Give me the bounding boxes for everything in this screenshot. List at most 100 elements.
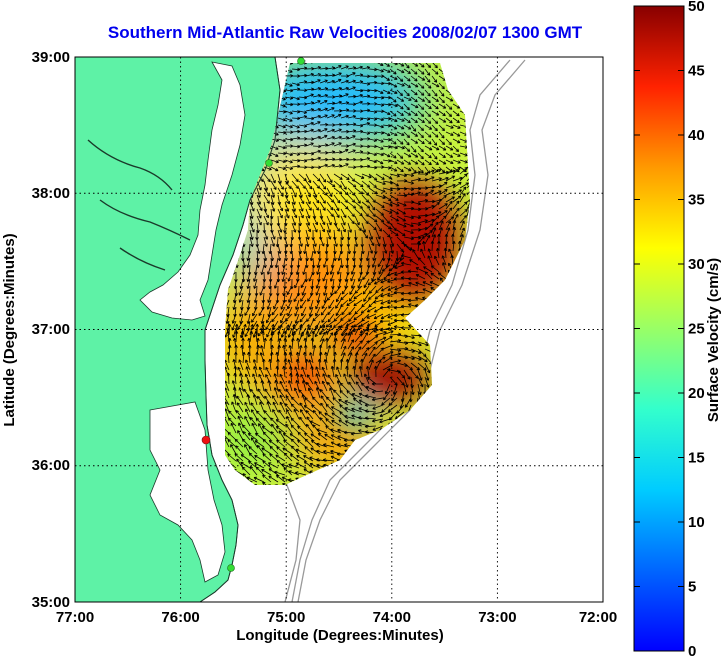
velocity-arrow	[394, 285, 405, 291]
velocity-arrow	[282, 447, 293, 455]
velocity-arrow	[247, 432, 258, 441]
velocity-arrow	[329, 271, 335, 282]
velocity-arrow	[263, 417, 272, 427]
velocity-arrow	[382, 229, 391, 238]
velocity-arrow	[333, 164, 343, 168]
velocity-arrow	[239, 306, 244, 317]
velocity-arrow	[330, 434, 342, 441]
velocity-arrow	[277, 117, 286, 122]
velocity-arrow	[322, 373, 328, 385]
velocity-arrow	[431, 96, 439, 102]
velocity-arrow	[380, 313, 391, 320]
velocity-arrow	[260, 379, 265, 392]
velocity-arrow	[396, 131, 405, 136]
velocity-arrow	[277, 222, 283, 233]
velocity-arrow	[438, 110, 446, 117]
velocity-arrow	[400, 304, 412, 309]
velocity-arrow	[278, 430, 286, 441]
velocity-arrow	[424, 218, 435, 224]
velocity-arrow	[340, 325, 349, 336]
velocity-arrow	[312, 409, 321, 420]
velocity-arrow	[438, 152, 446, 158]
velocity-arrow	[242, 431, 251, 441]
velocity-arrow	[294, 278, 300, 289]
velocity-arrow	[333, 236, 338, 247]
velocity-arrow	[382, 63, 391, 67]
velocity-arrow	[311, 404, 321, 413]
velocity-arrow	[238, 292, 244, 303]
velocity-arrow	[304, 446, 314, 455]
velocity-arrow	[354, 65, 363, 70]
grid-lines	[75, 57, 603, 602]
velocity-arrow	[245, 366, 251, 378]
velocity-arrow	[410, 68, 418, 75]
velocity-arrow	[335, 292, 342, 303]
velocity-arrow	[396, 208, 406, 215]
velocity-arrow	[438, 103, 447, 109]
velocity-arrow	[389, 180, 400, 187]
velocity-arrow	[276, 439, 286, 448]
velocity-arrow	[294, 313, 300, 324]
velocity-arrow	[333, 135, 342, 140]
velocity-arrow	[305, 63, 315, 64]
velocity-arrow	[305, 93, 314, 98]
velocity-arrow	[431, 159, 439, 165]
velocity-arrow	[403, 369, 411, 380]
velocity-arrow	[344, 400, 356, 406]
velocity-arrow	[403, 159, 412, 165]
velocity-arrow	[352, 365, 356, 378]
velocity-arrow	[445, 131, 454, 136]
velocity-arrow	[340, 136, 350, 140]
x-axis: 77:00 76:00 75:00 74:00 73:00 72:00 Long…	[56, 609, 617, 644]
station-marker-red	[201, 435, 211, 445]
velocity-arrow	[389, 138, 397, 145]
velocity-arrow	[375, 117, 385, 122]
velocity-arrow	[312, 344, 317, 357]
velocity-arrow	[326, 292, 335, 301]
velocity-arrow	[323, 358, 328, 371]
velocity-arrow	[305, 236, 310, 248]
velocity-arrow	[355, 374, 363, 385]
velocity-arrow	[438, 220, 444, 231]
velocity-arrow	[340, 65, 349, 70]
velocity-arrow	[431, 215, 440, 224]
velocity-arrow	[368, 215, 378, 223]
velocity-arrow	[424, 68, 431, 76]
velocity-arrow	[361, 194, 370, 203]
velocity-arrow	[312, 66, 322, 70]
velocity-arrow	[305, 173, 312, 184]
velocity-arrow	[466, 180, 470, 189]
velocity-arrow	[353, 292, 363, 300]
velocity-arrow	[310, 433, 321, 441]
velocity-arrow	[366, 306, 377, 313]
velocity-arrow	[427, 248, 433, 259]
velocity-arrow	[410, 348, 422, 354]
velocity-arrow	[403, 152, 412, 158]
velocity-arrow	[445, 196, 455, 203]
velocity-arrow	[347, 79, 356, 84]
velocity-arrow	[312, 93, 322, 98]
velocity-arrow	[363, 278, 370, 289]
velocity-arrow	[340, 180, 347, 190]
velocity-arrow	[445, 220, 451, 231]
velocity-arrow	[417, 145, 424, 153]
velocity-arrow	[326, 79, 336, 84]
velocity-arrow	[279, 373, 286, 385]
velocity-arrow	[338, 419, 349, 427]
velocity-arrow	[277, 201, 284, 212]
velocity-arrow	[354, 306, 363, 315]
velocity-arrow	[385, 257, 391, 268]
velocity-arrow	[307, 327, 314, 338]
velocity-arrow	[326, 208, 334, 217]
velocity-arrow	[304, 438, 314, 448]
velocity-arrow	[261, 358, 266, 371]
velocity-arrow	[354, 123, 364, 128]
velocity-arrow	[291, 82, 300, 87]
velocity-arrow	[410, 191, 421, 196]
velocity-arrow	[354, 180, 364, 188]
velocity-arrow	[341, 306, 349, 316]
velocity-arrow	[344, 407, 356, 413]
velocity-arrow	[350, 271, 356, 282]
velocity-arrow	[354, 150, 364, 154]
